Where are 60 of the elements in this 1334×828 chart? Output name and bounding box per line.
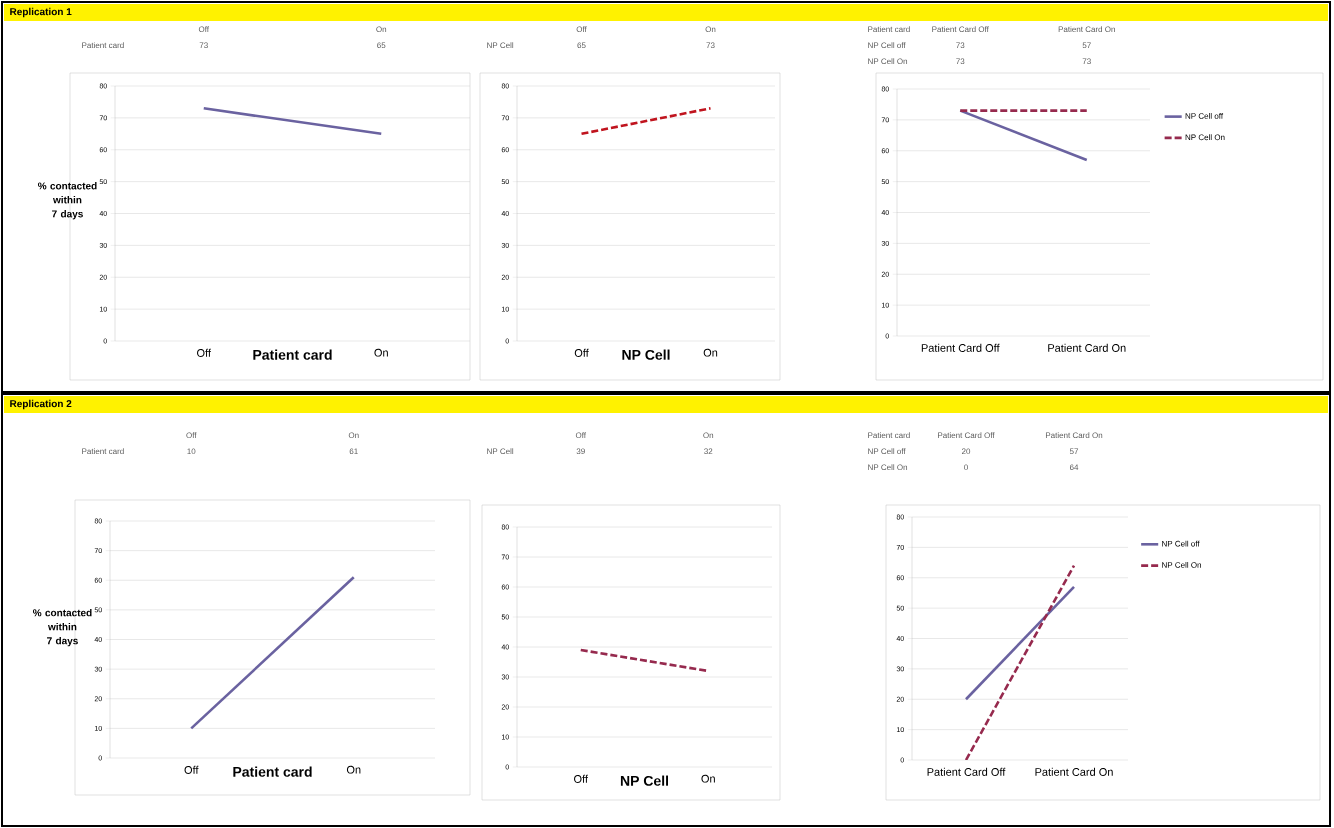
data-label: 10	[187, 448, 196, 455]
data-label: 20	[961, 448, 971, 455]
category-label: Off	[198, 26, 210, 33]
legend-label: NP Cell off	[1185, 112, 1224, 119]
data-label: 61	[349, 448, 358, 455]
data-label: 65	[377, 42, 386, 49]
legend-label: NP Cell off	[1162, 540, 1200, 547]
y-axis-title: % contacted within 7 days	[32, 609, 92, 647]
x-axis-title: NP Cell	[622, 349, 670, 360]
x-axis-title: Patient card	[233, 766, 312, 777]
data-label: 73	[199, 42, 208, 49]
x-tick-label: On	[374, 348, 388, 357]
category-label: Off	[575, 432, 587, 439]
data-label: 65	[577, 42, 586, 49]
text: Patient card	[868, 26, 910, 33]
x-axis-title: NP Cell	[620, 775, 669, 786]
category-label: Patient Card On	[1045, 432, 1103, 439]
legend-label: NP Cell On	[1162, 561, 1202, 568]
chart-title: Replication 2	[10, 399, 72, 410]
text: NP Cell off	[868, 42, 906, 49]
data-label: 0	[964, 464, 968, 471]
x-tick-label: Off	[197, 348, 212, 357]
text: NP Cell	[487, 448, 514, 455]
data-label: 73	[956, 42, 965, 49]
legend-label: NP Cell On	[1185, 134, 1225, 141]
text: NP Cell off	[868, 448, 906, 455]
x-tick-label: Off	[574, 348, 589, 357]
text: NP Cell On	[868, 464, 908, 471]
category-label: Off	[186, 432, 197, 439]
text: Patient card	[82, 42, 124, 49]
text: NP Cell	[487, 42, 514, 49]
x-tick-label: Patient Card Off	[927, 767, 1006, 776]
y-axis-title: % contacted within 7 days	[37, 182, 97, 220]
category-label: Patient Card Off	[938, 432, 995, 439]
data-label: 73	[956, 58, 965, 65]
data-label: 57	[1082, 42, 1091, 49]
category-label: Patient Card On	[1058, 26, 1115, 33]
text: Patient card	[82, 448, 124, 455]
x-tick-label: On	[703, 348, 718, 357]
x-tick-label: Off	[184, 765, 199, 774]
category-label: On	[348, 432, 359, 439]
category-label: On	[703, 432, 714, 439]
data-label: 57	[1069, 448, 1079, 455]
category-label: On	[705, 26, 716, 33]
data-label: 32	[704, 448, 713, 455]
data-label: 39	[576, 448, 585, 455]
text: NP Cell On	[868, 58, 908, 65]
data-label: 73	[706, 42, 715, 49]
x-tick-label: Patient Card On	[1048, 343, 1126, 352]
category-label: On	[376, 26, 387, 33]
x-tick-label: On	[346, 765, 361, 774]
x-tick-label: Patient Card Off	[921, 343, 1000, 352]
data-label: 64	[1069, 464, 1079, 471]
data-label: 73	[1082, 58, 1091, 65]
category-label: Patient Card Off	[932, 26, 989, 33]
x-axis-title: Patient card	[253, 349, 332, 360]
x-tick-label: Patient Card On	[1035, 767, 1113, 776]
chart-title: Replication 1	[10, 7, 72, 18]
text: Patient card	[868, 432, 910, 439]
category-label: Off	[576, 26, 587, 33]
